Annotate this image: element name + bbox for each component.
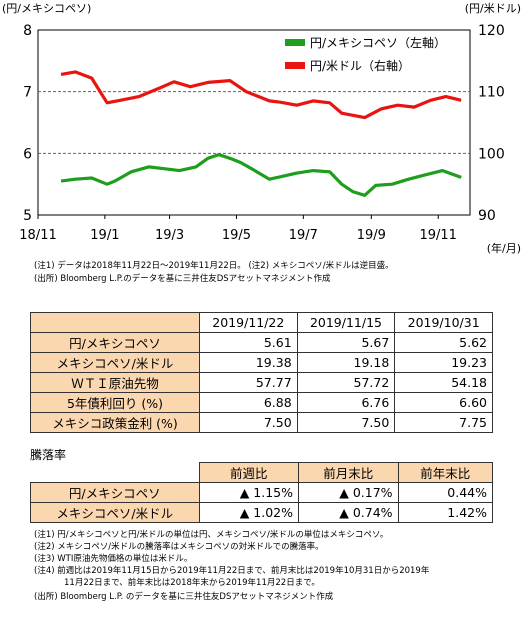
- footnote: (注1) 円/メキシコペソと円/米ドルの単位は円、メキシコペソ/米ドルの単位はメ…: [34, 530, 389, 540]
- x-axis-tick-label: 19/3: [155, 228, 184, 243]
- row-label: メキシコペソ/米ドル: [30, 502, 200, 523]
- right-axis-tick-label: 120: [478, 23, 505, 39]
- x-axis-tick-label: 19/7: [289, 228, 318, 243]
- fx-line-chart: (円/メキシコペソ) (円/米ドル) 8 7 6 5 120 110 100 90 18/1…: [2, 2, 521, 255]
- x-axis-tick-label: 19/11: [419, 228, 456, 243]
- row-label: メキシコペソ/米ドル: [30, 352, 200, 373]
- cell: 5.67: [296, 332, 396, 353]
- cell: 7.75: [394, 412, 493, 433]
- cell: 6.60: [394, 392, 493, 413]
- left-axis-tick-label: 8: [23, 23, 32, 39]
- section-title: 騰落率: [30, 448, 67, 462]
- table-row: メキシコ政策金利 (%) 7.50 7.50 7.75: [30, 412, 493, 433]
- footnote: 11月22日まで、前年末比は2018年末から2019年11月22日まで。: [64, 578, 320, 588]
- col-header: 2019/11/15: [296, 312, 396, 333]
- col-header: 前年末比: [397, 462, 494, 483]
- col-header: 2019/11/22: [199, 312, 298, 333]
- legend-swatch-red: [285, 62, 305, 69]
- cell: 6.76: [296, 392, 396, 413]
- table-row: 5年債利回り (%) 6.88 6.76 6.60: [30, 392, 493, 413]
- cell: 57.72: [296, 372, 396, 393]
- cell: 5.62: [394, 332, 493, 353]
- table-row: メキシコペソ/米ドル 19.38 19.18 19.23: [30, 352, 493, 373]
- cell: 0.44%: [397, 482, 494, 503]
- legend-label-series-1: 円/メキシコペソ（左軸）: [310, 35, 446, 50]
- chart-note: (注1) データは2018年11月22日～2019年11月22日。 (注2) メ…: [34, 261, 394, 271]
- right-axis-tick-label: 90: [478, 208, 496, 224]
- cell: 19.23: [394, 352, 493, 373]
- x-axis-tick-label: 19/5: [222, 228, 251, 243]
- series-line-2: [60, 70, 462, 120]
- table-row: 円/メキシコペソ ▲ 1.15% ▲ 0.17% 0.44%: [30, 482, 494, 503]
- cell: ▲ 0.74%: [298, 502, 399, 523]
- right-axis-ticks: 120 110 100 90: [478, 23, 505, 224]
- table-row: メキシコペソ/米ドル ▲ 1.02% ▲ 0.74% 1.42%: [30, 502, 494, 523]
- footnote: (注2) メキシコペソ/米ドルの騰落率はメキシコペソの対米ドルでの騰落率。: [34, 542, 324, 552]
- col-header: 前月末比: [298, 462, 399, 483]
- x-axis-tick-label: 18/11: [19, 228, 56, 243]
- row-label: 5年債利回り (%): [30, 392, 200, 413]
- series-lines: [60, 70, 462, 197]
- change-rate-table: 前週比 前月末比 前年末比 円/メキシコペソ ▲ 1.15% ▲ 0.17% 0…: [30, 462, 494, 523]
- table-header-row: 前週比 前月末比 前年末比: [31, 462, 494, 483]
- cell: 19.18: [296, 352, 396, 373]
- table-header-row: 2019/11/22 2019/11/15 2019/10/31: [30, 312, 493, 333]
- gridlines: [38, 91, 470, 154]
- legend-label-series-2: 円/米ドル（右軸）: [310, 58, 410, 73]
- plot-area: [37, 29, 471, 216]
- cell: 5.61: [199, 332, 298, 353]
- x-axis-tick-label: 19/9: [357, 228, 386, 243]
- cell: 6.88: [199, 392, 298, 413]
- cell: 57.77: [199, 372, 298, 393]
- col-header: 前週比: [198, 462, 300, 483]
- right-axis-tick-label: 100: [478, 146, 505, 162]
- cell: 1.42%: [397, 502, 494, 523]
- x-axis-tick-label: 19/1: [90, 228, 119, 243]
- right-axis-tick-label: 110: [478, 85, 505, 101]
- legend-swatch-green: [285, 39, 305, 46]
- x-axis-unit-label: (年/月): [487, 241, 521, 255]
- header-corner: [30, 312, 200, 333]
- legend: 円/メキシコペソ（左軸） 円/米ドル（右軸）: [285, 35, 446, 73]
- left-axis-tick-label: 6: [23, 146, 32, 162]
- footnote: (出所) Bloomberg L.P. のデータを基に三井住友DSアセットマネジ…: [34, 592, 334, 602]
- row-label: 円/メキシコペソ: [30, 482, 200, 503]
- table-row: ＷＴＩ原油先物 57.77 57.72 54.18: [30, 372, 493, 393]
- cell: ▲ 0.17%: [298, 482, 399, 503]
- cell: 54.18: [394, 372, 493, 393]
- cell: ▲ 1.02%: [198, 502, 300, 523]
- chart-source: (出所) Bloomberg L.P.のデータを基に三井住友DSアセットマネジメ…: [34, 274, 331, 284]
- cell: 7.50: [199, 412, 298, 433]
- right-axis-unit-label: (円/米ドル): [465, 2, 521, 15]
- footnote: (注3) WTI原油先物価格の単位は米ドル。: [34, 554, 193, 564]
- left-axis-unit-label: (円/メキシコペソ): [2, 2, 91, 15]
- market-data-table: 2019/11/22 2019/11/15 2019/10/31 円/メキシコペ…: [30, 312, 493, 433]
- row-label: ＷＴＩ原油先物: [30, 372, 200, 393]
- col-header: 2019/10/31: [394, 312, 493, 333]
- table-row: 円/メキシコペソ 5.61 5.67 5.62: [30, 332, 493, 353]
- left-axis-tick-label: 5: [23, 208, 32, 224]
- series-line-1: [60, 153, 462, 197]
- cell: 19.38: [199, 352, 298, 373]
- row-label: 円/メキシコペソ: [30, 332, 200, 353]
- cell: ▲ 1.15%: [198, 482, 300, 503]
- left-axis-ticks: 8 7 6 5: [23, 23, 32, 224]
- header-corner: [31, 463, 200, 483]
- row-label: メキシコ政策金利 (%): [30, 412, 200, 433]
- cell: 7.50: [296, 412, 396, 433]
- footnote: (注4) 前週比は2019年11月15日から2019年11月22日まで、前月末比…: [34, 566, 430, 576]
- left-axis-tick-label: 7: [23, 85, 32, 101]
- x-axis-ticks: 18/11 19/1 19/3 19/5 19/7 19/9 19/11: [19, 215, 457, 243]
